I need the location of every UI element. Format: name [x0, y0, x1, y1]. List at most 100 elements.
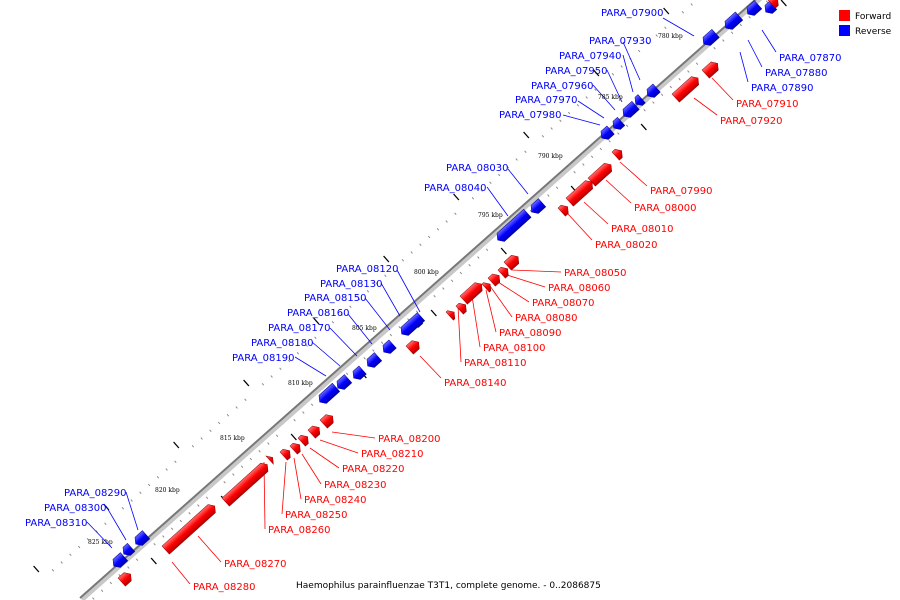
reverse-gene-label[interactable]: PARA_07960 [531, 81, 593, 92]
forward-gene[interactable] [161, 502, 218, 555]
forward-gene-label[interactable]: PARA_08140 [444, 378, 506, 389]
tick-mark [593, 69, 600, 77]
reverse-gene-label[interactable]: PARA_07980 [499, 110, 561, 121]
reverse-gene-label[interactable]: PARA_08310 [25, 518, 87, 529]
reverse-gene[interactable] [334, 374, 353, 393]
reverse-gene-label[interactable]: PARA_07900 [601, 8, 663, 19]
reverse-gene[interactable] [494, 208, 532, 244]
forward-gene-label[interactable]: PARA_08200 [378, 434, 440, 445]
forward-gene-label[interactable]: PARA_08110 [464, 358, 526, 369]
reverse-gene[interactable] [620, 100, 640, 120]
forward-gene[interactable] [289, 441, 303, 455]
reverse-gene-label[interactable]: PARA_07970 [515, 95, 577, 106]
forward-gene[interactable] [565, 178, 596, 207]
forward-gene-label[interactable]: PARA_08220 [342, 464, 404, 475]
forward-gene-label[interactable]: PARA_08020 [595, 240, 657, 251]
forward-gene-label[interactable]: PARA_08210 [361, 449, 423, 460]
forward-gene[interactable] [481, 280, 494, 293]
reverse-gene-label[interactable]: PARA_07870 [779, 53, 841, 64]
forward-gene[interactable] [487, 271, 503, 287]
reverse-gene-label[interactable]: PARA_08290 [64, 488, 126, 499]
reverse-gene-label[interactable]: PARA_08170 [268, 323, 330, 334]
reverse-gene-label[interactable]: PARA_08190 [232, 353, 294, 364]
reverse-gene[interactable] [364, 352, 383, 371]
reverse-gene-label[interactable]: PARA_08120 [336, 264, 398, 275]
forward-gene-label[interactable]: PARA_08100 [483, 343, 545, 354]
forward-gene[interactable] [497, 265, 511, 279]
reverse-gene[interactable] [722, 11, 744, 32]
forward-gene[interactable] [611, 147, 625, 161]
reverse-gene-label[interactable]: PARA_07890 [751, 83, 813, 94]
reverse-gene-label[interactable]: PARA_08130 [320, 279, 382, 290]
reverse-gene-label[interactable]: PARA_07950 [545, 66, 607, 77]
reverse-gene[interactable] [528, 198, 547, 217]
kbp-label: 795 kbp [478, 212, 503, 219]
forward-gene[interactable] [405, 338, 422, 355]
forward-gene[interactable] [297, 433, 311, 447]
reverse-gene[interactable] [110, 552, 129, 571]
gene-body [400, 312, 426, 336]
forward-gene-label[interactable]: PARA_08240 [304, 495, 366, 506]
reverse-gene[interactable] [762, 0, 778, 16]
tick-mark [547, 194, 550, 197]
reverse-gene[interactable] [744, 0, 763, 19]
forward-gene-label[interactable]: PARA_07920 [720, 116, 782, 127]
forward-gene[interactable] [701, 59, 721, 79]
reverse-gene-label[interactable]: PARA_07930 [589, 36, 651, 47]
reverse-gene[interactable] [598, 125, 615, 142]
reverse-gene[interactable] [120, 542, 136, 558]
reverse-gene[interactable] [644, 83, 661, 100]
reverse-gene-label[interactable]: PARA_07880 [765, 68, 827, 79]
forward-gene[interactable] [445, 308, 458, 321]
forward-gene-label[interactable]: PARA_08010 [611, 224, 673, 235]
forward-gene-label[interactable]: PARA_08250 [285, 510, 347, 521]
tick-mark [640, 123, 647, 131]
gene-body [112, 552, 129, 568]
forward-gene[interactable] [671, 74, 702, 103]
forward-gene[interactable] [319, 412, 336, 429]
tick-mark [305, 344, 308, 347]
forward-gene-label[interactable]: PARA_07990 [650, 186, 712, 197]
reverse-gene-label[interactable]: PARA_08180 [251, 338, 313, 349]
reverse-gene[interactable] [700, 28, 720, 48]
forward-gene-label[interactable]: PARA_08260 [268, 525, 330, 536]
reverse-gene[interactable] [398, 312, 426, 339]
reverse-gene-label[interactable]: PARA_07940 [559, 51, 621, 62]
forward-gene[interactable] [503, 253, 522, 271]
forward-gene[interactable] [117, 570, 134, 587]
forward-gene[interactable] [557, 203, 571, 217]
reverse-gene[interactable] [632, 94, 646, 109]
reverse-gene[interactable] [316, 382, 341, 406]
forward-gene-label[interactable]: PARA_08070 [532, 298, 594, 309]
forward-gene-label[interactable]: PARA_08050 [564, 268, 626, 279]
reverse-leader-line [347, 313, 373, 345]
reverse-gene-label[interactable]: PARA_08300 [44, 503, 106, 514]
reverse-gene[interactable] [610, 116, 626, 132]
reverse-gene-label[interactable]: PARA_08040 [424, 183, 486, 194]
forward-gene[interactable] [767, 0, 781, 9]
forward-gene[interactable] [455, 301, 469, 315]
reverse-gene[interactable] [132, 530, 151, 549]
forward-gene[interactable] [307, 423, 323, 439]
reverse-gene[interactable] [350, 365, 367, 382]
forward-gene-label[interactable]: PARA_08230 [324, 480, 386, 491]
forward-gene-label[interactable]: PARA_07910 [736, 99, 798, 110]
forward-gene[interactable] [587, 161, 615, 187]
forward-gene-label[interactable]: PARA_08060 [548, 283, 610, 294]
forward-gene-label[interactable]: PARA_08090 [499, 328, 561, 339]
forward-gene-label[interactable]: PARA_08080 [515, 313, 577, 324]
reverse-gene-label[interactable]: PARA_08150 [304, 293, 366, 304]
forward-gene[interactable] [265, 453, 276, 465]
reverse-leader-line [606, 69, 623, 103]
forward-gene-label[interactable]: PARA_08000 [634, 203, 696, 214]
forward-gene-label[interactable]: PARA_08270 [224, 559, 286, 570]
gene-body [622, 100, 640, 118]
forward-leader-line [309, 447, 340, 469]
reverse-gene[interactable] [380, 339, 397, 356]
forward-gene-label[interactable]: PARA_08280 [193, 582, 255, 593]
reverse-gene-label[interactable]: PARA_08030 [446, 163, 508, 174]
reverse-gene-label[interactable]: PARA_08160 [287, 308, 349, 319]
forward-gene[interactable] [221, 461, 271, 507]
forward-gene[interactable] [459, 280, 485, 305]
forward-gene[interactable] [279, 447, 293, 461]
